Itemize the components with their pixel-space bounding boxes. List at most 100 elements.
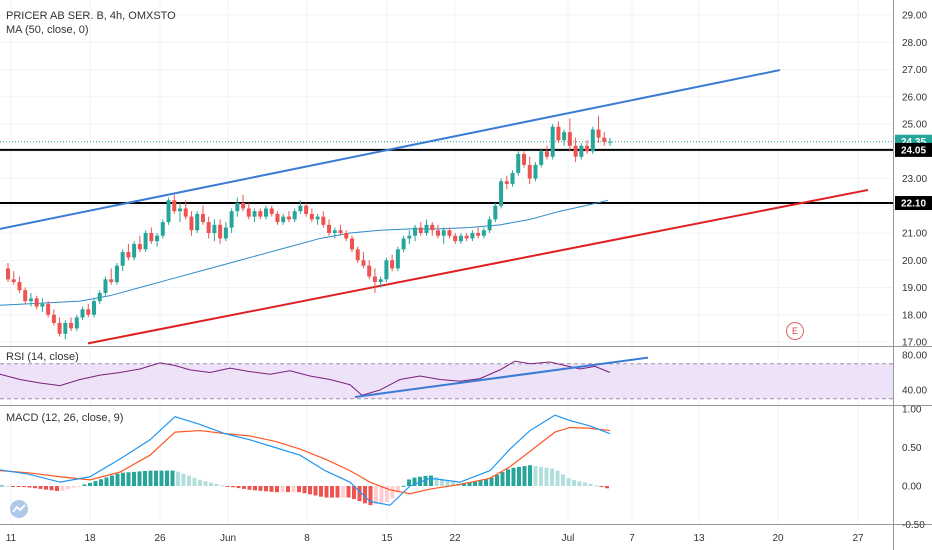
- macd-histogram-bar: [594, 485, 598, 487]
- candle-body: [269, 208, 274, 214]
- macd-histogram-bar: [445, 480, 450, 486]
- macd-histogram-bar: [242, 486, 246, 489]
- candle-body: [212, 224, 217, 233]
- macd-histogram-bar: [374, 486, 378, 505]
- candle-body: [596, 129, 601, 138]
- macd-histogram-bar: [473, 480, 477, 486]
- candle-body: [367, 265, 372, 277]
- candle-body: [556, 126, 561, 141]
- candle-body: [418, 227, 423, 233]
- candle-body: [533, 164, 538, 179]
- price-tick-label: 20.00: [902, 256, 927, 267]
- macd-histogram-bar: [297, 486, 301, 493]
- macd-histogram-bar: [407, 479, 411, 486]
- macd-histogram-bar: [319, 486, 323, 497]
- candle-body: [487, 219, 492, 231]
- macd-histogram-bar: [324, 486, 329, 498]
- time-tick-label: 27: [852, 533, 864, 544]
- macd-histogram-bar: [396, 486, 400, 493]
- macd-histogram-bar: [27, 486, 32, 488]
- candle-body: [304, 205, 309, 214]
- macd-histogram-bar: [269, 486, 274, 492]
- macd-histogram-bar: [544, 467, 549, 486]
- macd-histogram-bar: [390, 486, 395, 499]
- macd-histogram-bar: [588, 483, 593, 486]
- macd-histogram-bar: [561, 474, 565, 486]
- candle-body: [401, 238, 406, 250]
- candle-body: [544, 151, 549, 157]
- price-pane[interactable]: [0, 69, 893, 345]
- rsi-pane[interactable]: [0, 356, 893, 400]
- macd-histogram-bar: [104, 477, 109, 486]
- earnings-event-letter: E: [791, 326, 798, 336]
- candle-body: [476, 233, 481, 236]
- macd-tick-label: 0.00: [902, 482, 922, 493]
- macd-histogram-bar: [148, 470, 153, 486]
- macd-histogram-bar: [258, 486, 263, 491]
- price-tick-label: 29.00: [902, 11, 927, 22]
- candle-body: [132, 243, 137, 258]
- candle-body: [447, 230, 452, 236]
- macd-histogram-bar: [462, 482, 466, 486]
- candle-body: [608, 141, 612, 143]
- price-tick-label: 23.00: [902, 174, 927, 185]
- candle-body: [286, 216, 291, 220]
- candle-body: [120, 252, 125, 266]
- candle-body: [206, 222, 211, 233]
- candle-body: [40, 303, 45, 307]
- earnings-event-marker[interactable]: E: [786, 322, 804, 340]
- macd-histogram-bar: [291, 486, 296, 493]
- candle-body: [470, 233, 475, 239]
- macd-histogram-bar: [330, 486, 334, 498]
- candle-body: [281, 216, 286, 223]
- candle-body: [34, 298, 39, 307]
- candle-body: [510, 173, 515, 184]
- macd-histogram-bar: [528, 465, 532, 486]
- time-tick-label: 13: [693, 533, 705, 544]
- candle-body: [178, 208, 182, 212]
- macd-histogram-bar: [539, 466, 543, 486]
- candle-body: [550, 126, 555, 157]
- rsi-band: [0, 363, 893, 399]
- macd-histogram-bar: [550, 468, 554, 486]
- macd-histogram-bar: [335, 486, 340, 498]
- macd-histogram-bar: [357, 486, 362, 502]
- candle-body: [338, 230, 343, 233]
- macd-histogram-bar: [71, 486, 76, 488]
- macd-histogram-bar: [187, 475, 191, 486]
- price-tick-label: 19.00: [902, 283, 927, 294]
- macd-histogram-bar: [533, 466, 538, 486]
- candle-body: [223, 227, 228, 239]
- macd-tick-label: 0.50: [902, 443, 922, 454]
- macd-histogram-bar: [115, 473, 120, 486]
- macd-tick-label: -0.50: [902, 520, 925, 531]
- candle-body: [80, 309, 85, 318]
- macd-histogram-bar: [302, 486, 307, 494]
- rsi-line: [0, 360, 611, 396]
- candle-body: [579, 145, 584, 157]
- candle-body: [149, 233, 154, 242]
- macd-histogram-bar: [214, 483, 219, 486]
- macd-histogram-bar: [110, 475, 114, 486]
- macd-histogram-bar: [33, 486, 37, 489]
- candle-body: [292, 211, 297, 220]
- macd-histogram-bar: [511, 467, 516, 486]
- macd-histogram-bar: [93, 481, 98, 486]
- candle-body: [481, 230, 486, 236]
- price-tick-label: 25.00: [902, 120, 927, 131]
- macd-pane[interactable]: [0, 414, 611, 506]
- macd-indicator-label: MACD (12, 26, close, 9): [6, 412, 124, 424]
- macd-histogram-bar: [346, 486, 351, 498]
- candle-body: [413, 227, 418, 236]
- macd-histogram-bar: [313, 486, 318, 496]
- candle-body: [327, 224, 332, 233]
- macd-histogram-bar: [352, 486, 356, 500]
- macd-histogram-bar: [412, 477, 417, 486]
- macd-histogram-bar: [55, 486, 59, 492]
- macd-histogram-bar: [500, 472, 505, 486]
- candle-body: [504, 181, 509, 184]
- macd-histogram-bar: [247, 486, 252, 490]
- candle-body: [458, 235, 463, 242]
- macd-histogram-bar: [126, 472, 131, 486]
